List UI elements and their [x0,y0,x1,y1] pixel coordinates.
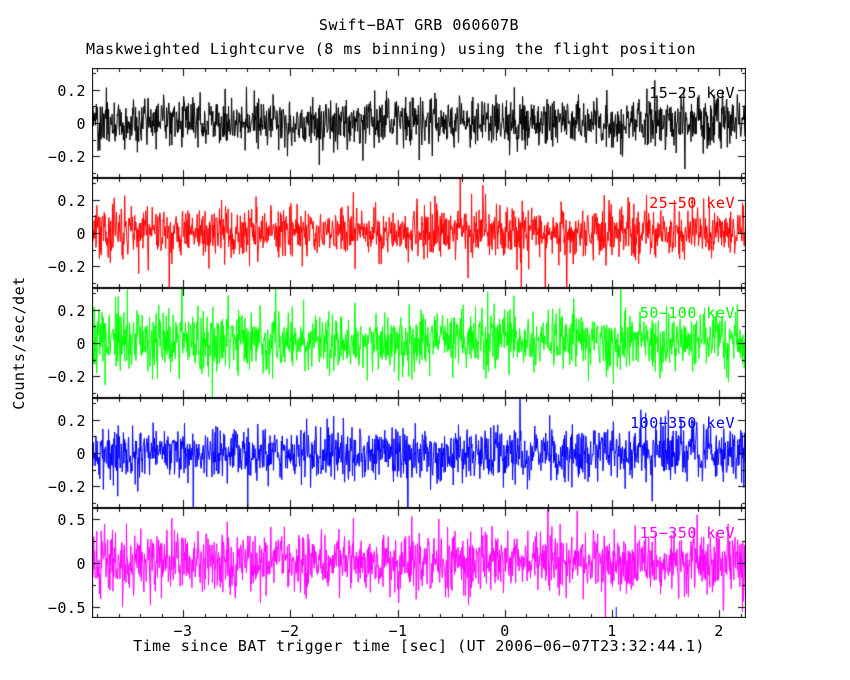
y-tick-label: 0.2 [57,192,86,210]
y-tick-label: 0.5 [57,511,86,529]
y-tick-label: −0.2 [47,368,86,386]
y-tick-label: −0.2 [47,258,86,276]
panel-canvas-100-350-kev [92,398,746,508]
x-tick-label: 1 [607,622,617,640]
chart-title: Swift−BAT GRB 060607B [318,16,520,34]
y-axis-label: Counts/sec/det [10,276,28,410]
y-tick-label: 0 [76,555,86,573]
x-tick-label: 0 [500,622,510,640]
y-tick-label: 0 [76,225,86,243]
band-label-100-350-kev: 100−350 keV [630,414,735,432]
y-tick-label: −0.2 [47,478,86,496]
band-label-15-25-kev: 15−25 keV [649,84,735,102]
y-tick-label: 0.2 [57,302,86,320]
band-label-15-350-kev: 15−350 keV [639,524,735,542]
y-tick-label: 0.2 [57,412,86,430]
y-tick-label: 0.2 [57,82,86,100]
panel-canvas-15-350-kev [92,508,746,618]
panel-canvas-15-25-kev [92,68,746,178]
x-tick-label: −1 [388,622,408,640]
y-tick-label: −0.5 [47,599,86,617]
band-label-25-50-kev: 25−50 keV [649,194,735,212]
x-tick-label: −2 [280,622,300,640]
x-axis-label: Time since BAT trigger time [sec] (UT 20… [133,637,705,655]
panel-canvas-25-50-kev [92,178,746,288]
x-tick-label: 2 [714,622,724,640]
x-tick-label: −3 [173,622,193,640]
y-tick-label: 0 [76,335,86,353]
panel-canvas-50-100-kev [92,288,746,398]
band-label-50-100-kev: 50−100 keV [639,304,735,322]
y-tick-label: −0.2 [47,148,86,166]
chart-subtitle: Maskweighted Lightcurve (8 ms binning) u… [86,40,696,58]
y-tick-label: 0 [76,115,86,133]
y-tick-label: 0 [76,445,86,463]
